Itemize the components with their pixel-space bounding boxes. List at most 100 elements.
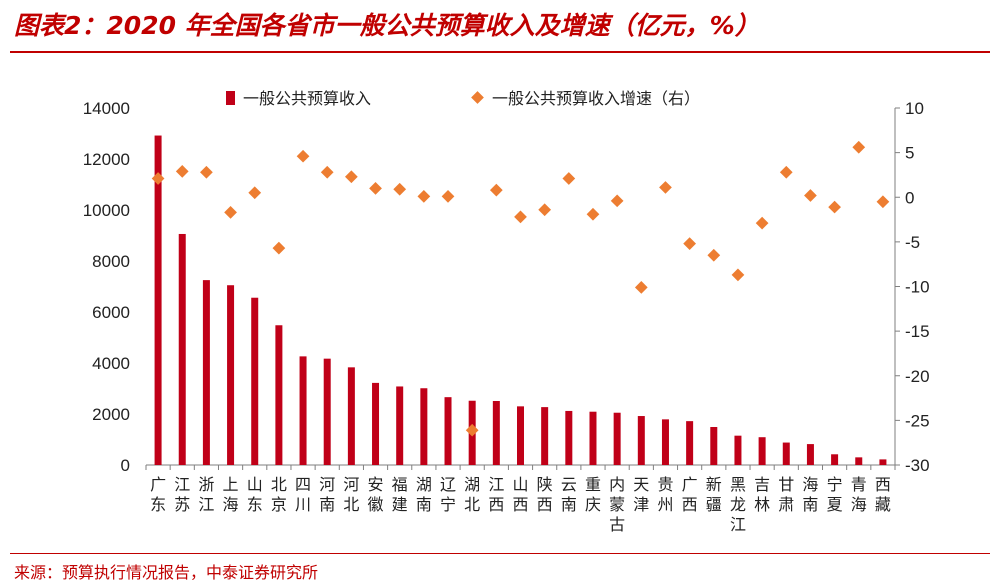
growth-marker [441, 189, 455, 203]
left-tick-label: 6000 [92, 303, 130, 322]
bar [613, 412, 621, 465]
growth-marker [514, 210, 527, 224]
left-tick-label: 0 [121, 456, 130, 475]
left-tick-label: 2000 [92, 405, 130, 424]
category-label: 河北 [343, 475, 359, 514]
bar [734, 435, 742, 465]
category-label: 吉林 [754, 475, 770, 514]
right-tick-label: 10 [905, 99, 924, 118]
growth-marker [369, 181, 382, 195]
right-tick-label: 5 [905, 144, 914, 163]
growth-marker [755, 216, 769, 230]
left-tick-label: 10000 [83, 201, 130, 220]
category-label: 四川 [295, 475, 311, 514]
right-tick-label: -15 [905, 322, 930, 341]
bar [275, 325, 283, 465]
legend-bar-swatch [226, 91, 235, 105]
bar [782, 442, 790, 465]
category-label: 内蒙古 [609, 475, 625, 534]
growth-marker [610, 194, 624, 208]
right-tick-label: -5 [905, 233, 920, 252]
growth-marker [804, 189, 817, 202]
growth-marker [224, 206, 237, 219]
bar [492, 400, 500, 465]
combo-chart: 一般公共预算收入 一般公共预算收入增速（右） 0 2000 4000 6000 8000… [83, 89, 930, 534]
growth-marker [151, 172, 165, 185]
bar [420, 388, 428, 465]
bar [347, 367, 355, 465]
bar [227, 285, 235, 465]
growth-marker [296, 149, 310, 163]
left-tick-label: 12000 [83, 150, 130, 169]
bar [178, 233, 186, 465]
bar [831, 454, 839, 465]
legend: 一般公共预算收入 一般公共预算收入增速（右） [226, 89, 700, 108]
category-label: 云南 [561, 475, 577, 514]
right-tick-label: -10 [905, 278, 930, 297]
bar [637, 416, 645, 465]
bar [855, 457, 863, 465]
growth-marker [876, 195, 890, 209]
category-label: 甘肃 [778, 475, 794, 514]
growth-marker [852, 140, 866, 154]
growth-marker [345, 170, 358, 184]
legend-marker-label: 一般公共预算收入增速（右） [492, 89, 700, 108]
category-label: 辽宁 [440, 475, 456, 514]
bar [444, 397, 452, 465]
growth-marker [489, 183, 503, 197]
growth-series [151, 140, 890, 437]
category-label: 湖北 [464, 475, 480, 514]
category-label: 西藏 [875, 475, 891, 514]
title-rule [10, 51, 990, 53]
bar [686, 421, 694, 465]
bar-series [154, 135, 887, 466]
bar [565, 410, 573, 465]
bar [710, 427, 718, 465]
category-label: 陕西 [537, 475, 553, 514]
category-label: 上海 [223, 475, 239, 514]
category-label: 山东 [247, 475, 263, 514]
growth-marker [393, 182, 407, 196]
left-tick-label: 4000 [92, 354, 130, 373]
category-label: 北京 [271, 475, 287, 514]
right-tick-label: -30 [905, 456, 930, 475]
bar [251, 297, 259, 465]
bar [879, 459, 887, 465]
axes: 0 2000 4000 6000 8000 10000 12000 14000 -30 -25 -2… [83, 99, 930, 475]
growth-marker [175, 165, 189, 178]
growth-marker [320, 165, 334, 179]
legend-bar-label: 一般公共预算收入 [243, 89, 371, 108]
growth-marker [538, 203, 552, 217]
growth-marker [659, 181, 672, 194]
growth-marker [562, 172, 576, 185]
growth-marker [417, 189, 431, 203]
bar [396, 386, 404, 465]
right-tick-label: -25 [905, 411, 930, 430]
bar [517, 406, 524, 465]
category-label: 新疆 [706, 475, 722, 514]
growth-marker [200, 165, 213, 179]
category-label: 广西 [682, 475, 698, 514]
category-label: 山西 [512, 475, 528, 514]
category-label: 贵州 [657, 475, 673, 514]
category-label: 江苏 [174, 475, 190, 514]
category-label: 湖南 [416, 475, 432, 514]
category-label: 安徽 [368, 475, 384, 514]
category-label: 江西 [488, 475, 504, 514]
bar [758, 437, 766, 465]
bar [661, 419, 669, 465]
growth-marker [272, 241, 286, 255]
growth-marker [465, 423, 479, 437]
category-label: 河南 [319, 475, 335, 514]
growth-marker [828, 200, 841, 214]
category-label: 浙江 [198, 475, 214, 514]
category-label: 天津 [633, 475, 649, 514]
right-tick-label: -20 [905, 367, 930, 386]
legend-marker-swatch [471, 91, 484, 104]
right-tick-label: 0 [905, 188, 914, 207]
category-label: 海南 [802, 475, 818, 514]
bar [323, 358, 331, 465]
bar [372, 382, 380, 465]
growth-marker [707, 248, 721, 262]
growth-marker [248, 186, 262, 200]
